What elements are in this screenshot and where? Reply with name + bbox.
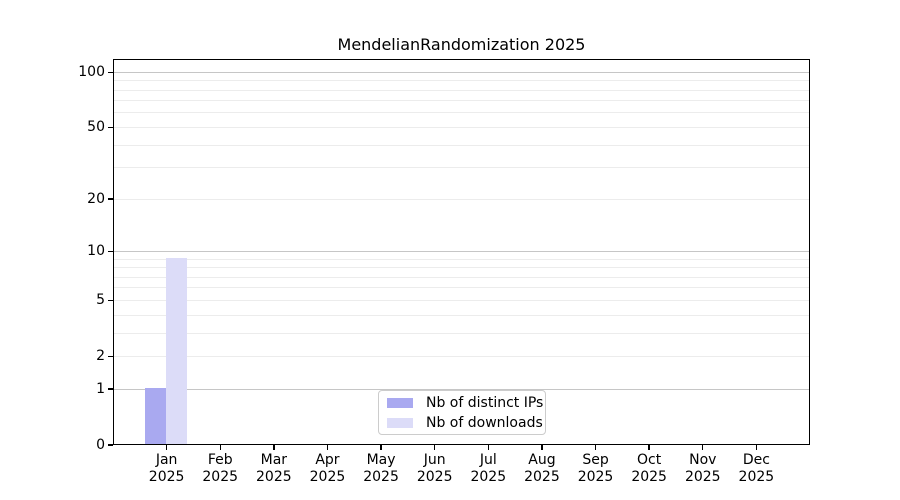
x-tick-year: 2025: [416, 469, 453, 485]
x-tick-month: Oct: [637, 452, 662, 468]
minor-gridline: [114, 287, 809, 289]
x-tick-month: Mar: [260, 452, 288, 468]
y-tick-label: 100: [78, 64, 105, 81]
x-tick-mark: [541, 445, 543, 450]
x-tick-label: Dec 2025: [724, 452, 788, 486]
x-tick-year: 2025: [202, 469, 239, 485]
x-tick-mark: [702, 445, 704, 450]
minor-gridline: [114, 267, 809, 269]
x-tick-month: Aug: [528, 452, 556, 468]
x-tick-mark: [648, 445, 650, 450]
minor-gridline: [114, 89, 809, 91]
x-tick-label: Jan 2025: [135, 452, 199, 486]
legend-swatch: [387, 417, 413, 428]
minor-gridline: [114, 198, 809, 200]
minor-gridline: [114, 299, 809, 301]
legend-label: Nb of downloads: [426, 414, 543, 431]
bar-downloads: [166, 258, 188, 444]
y-tick-mark: [108, 198, 113, 200]
x-tick-year: 2025: [738, 469, 775, 485]
bar-distinct-ips: [145, 388, 167, 444]
y-tick-mark: [108, 388, 113, 390]
legend-entry: Nb of distinct IPs: [387, 394, 543, 411]
x-tick-year: 2025: [309, 469, 346, 485]
y-tick-mark: [108, 126, 113, 129]
x-tick-year: 2025: [631, 469, 667, 485]
x-tick-year: 2025: [684, 469, 721, 485]
legend-entry: Nb of downloads: [387, 414, 543, 431]
minor-gridline: [114, 314, 809, 316]
x-tick-label: Jul 2025: [456, 452, 520, 486]
x-tick-mark: [487, 445, 489, 450]
major-gridline: [114, 250, 809, 252]
minor-gridline: [114, 144, 809, 146]
x-tick-label: Oct 2025: [617, 452, 681, 486]
y-tick-mark: [108, 250, 113, 253]
x-tick-mark: [433, 445, 436, 450]
x-tick-label: Feb 2025: [188, 452, 252, 486]
minor-gridline: [114, 355, 809, 357]
x-tick-month: Feb: [207, 452, 233, 468]
x-tick-year: 2025: [256, 469, 292, 485]
x-tick-label: Nov 2025: [671, 452, 735, 486]
x-tick-year: 2025: [470, 469, 507, 485]
y-tick-label: 5: [96, 292, 105, 309]
x-tick-mark: [219, 445, 221, 450]
y-tick-mark: [108, 444, 113, 446]
minor-gridline: [114, 167, 809, 169]
x-tick-month: Jul: [479, 452, 497, 468]
x-tick-label: Aug 2025: [510, 452, 574, 486]
y-tick-mark: [108, 355, 113, 357]
x-tick-month: May: [366, 452, 396, 468]
y-tick-label: 10: [87, 243, 105, 260]
minor-gridline: [114, 258, 809, 260]
y-tick-mark: [108, 71, 113, 73]
x-tick-month: Dec: [742, 452, 770, 468]
x-tick-year: 2025: [577, 469, 614, 485]
legend-swatch: [387, 397, 413, 408]
x-tick-mark: [755, 445, 758, 450]
x-tick-month: Nov: [689, 452, 717, 468]
x-tick-year: 2025: [524, 469, 560, 485]
y-tick-label: 1: [96, 381, 105, 398]
x-tick-month: Jun: [423, 452, 446, 468]
legend-label: Nb of distinct IPs: [426, 394, 544, 411]
x-tick-month: Sep: [582, 452, 609, 468]
x-tick-month: Jan: [155, 452, 178, 468]
x-tick-mark: [165, 445, 168, 450]
y-tick-label: 50: [87, 119, 105, 136]
x-tick-label: Mar 2025: [242, 452, 306, 486]
x-tick-label: Apr 2025: [295, 452, 359, 486]
minor-gridline: [114, 112, 809, 114]
chart-title: MendelianRandomization 2025: [337, 35, 586, 54]
y-tick-mark: [108, 299, 113, 301]
minor-gridline: [114, 80, 809, 82]
minor-gridline: [114, 276, 809, 278]
x-tick-label: Sep 2025: [564, 452, 628, 486]
minor-gridline: [114, 100, 809, 102]
x-tick-label: Jun 2025: [403, 452, 467, 486]
y-tick-label: 0: [96, 437, 105, 453]
plot-area: [113, 59, 810, 445]
minor-gridline: [114, 332, 809, 334]
x-tick-mark: [326, 445, 329, 450]
x-tick-mark: [273, 445, 275, 450]
minor-gridline: [114, 126, 809, 128]
y-tick-label: 2: [96, 348, 105, 365]
x-tick-mark: [594, 445, 597, 450]
major-gridline: [114, 71, 809, 73]
x-tick-year: 2025: [148, 469, 185, 485]
legend: Nb of distinct IPs Nb of downloads: [378, 390, 546, 435]
major-gridline: [114, 388, 809, 390]
x-tick-month: Apr: [315, 452, 340, 468]
x-tick-year: 2025: [363, 469, 399, 485]
x-tick-mark: [380, 445, 382, 450]
y-tick-label: 20: [87, 191, 105, 208]
x-tick-label: May 2025: [349, 452, 413, 486]
